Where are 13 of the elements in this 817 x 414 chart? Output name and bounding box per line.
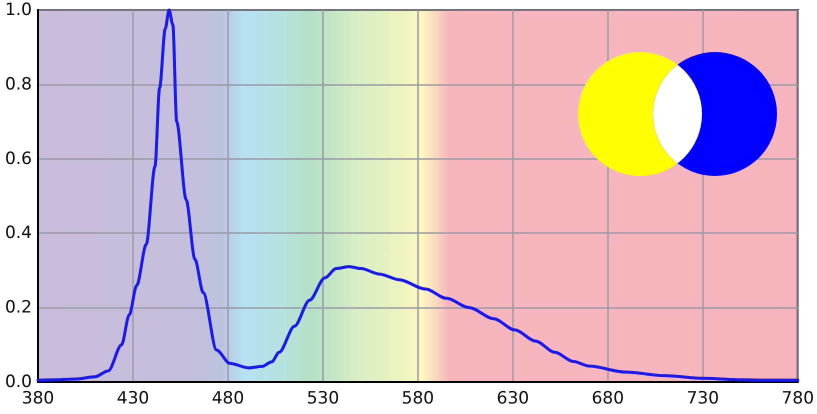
y-tick-label: 0.6 — [4, 148, 32, 169]
x-tick-label: 630 — [496, 388, 530, 408]
x-tick-label: 530 — [306, 388, 340, 408]
y-tick-label: 0.8 — [4, 74, 32, 94]
x-tick-label: 580 — [402, 388, 434, 408]
x-tick-label: 780 — [782, 388, 814, 408]
y-tick-label: 0.4 — [4, 223, 32, 244]
y-tick-label: 0.2 — [4, 298, 32, 318]
x-tick-label: 680 — [592, 388, 624, 408]
x-tick-label: 730 — [686, 388, 720, 408]
x-tick-label: 480 — [212, 388, 244, 408]
y-tick-label: 1.0 — [4, 0, 32, 20]
x-tick-label: 430 — [116, 388, 150, 408]
